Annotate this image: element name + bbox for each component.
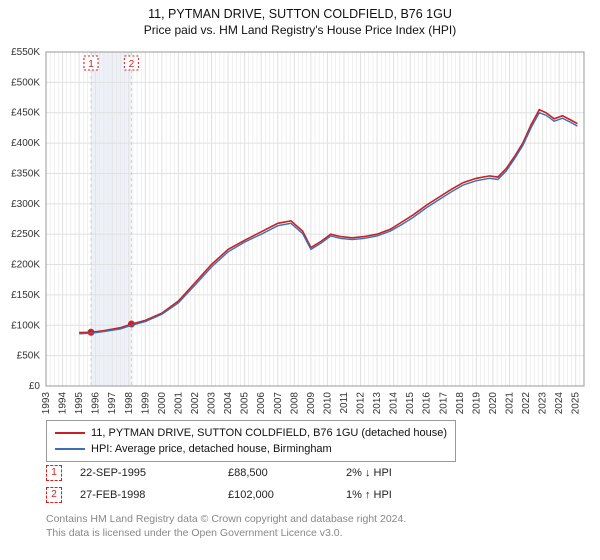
svg-text:£300K: £300K (11, 199, 40, 210)
footer-line-2: This data is licensed under the Open Gov… (46, 526, 406, 540)
svg-text:2002: 2002 (190, 392, 201, 415)
svg-text:1993: 1993 (41, 392, 52, 415)
transaction-date: 27-FEB-1998 (80, 489, 210, 501)
svg-text:2009: 2009 (306, 392, 317, 415)
svg-text:1997: 1997 (107, 392, 118, 415)
svg-text:£50K: £50K (17, 351, 41, 362)
svg-text:2024: 2024 (554, 392, 565, 415)
svg-text:2008: 2008 (289, 392, 300, 415)
svg-text:2013: 2013 (372, 392, 383, 415)
transaction-row: 1 22-SEP-1995 £88,500 2% ↓ HPI (46, 462, 392, 484)
svg-text:2003: 2003 (207, 392, 218, 415)
svg-text:2012: 2012 (356, 392, 367, 415)
svg-text:2015: 2015 (405, 392, 416, 415)
page-root: 11, PYTMAN DRIVE, SUTTON COLDFIELD, B76 … (0, 0, 600, 560)
svg-text:£200K: £200K (11, 260, 40, 271)
transactions-table: 1 22-SEP-1995 £88,500 2% ↓ HPI 2 27-FEB-1998 £… (46, 462, 392, 506)
legend-label: 11, PYTMAN DRIVE, SUTTON COLDFIELD, B76 … (91, 427, 447, 439)
svg-text:2021: 2021 (505, 392, 516, 415)
svg-text:2006: 2006 (256, 392, 267, 415)
svg-text:2018: 2018 (455, 392, 466, 415)
transaction-marker: 2 (46, 487, 62, 503)
transaction-marker: 1 (46, 465, 62, 481)
footer-line-1: Contains HM Land Registry data © Crown c… (46, 512, 406, 526)
svg-text:£250K: £250K (11, 229, 40, 240)
transaction-date: 22-SEP-1995 (80, 467, 210, 479)
chart-area: 12£0£50K£100K£150K£200K£250K£300K£350K£4… (46, 48, 586, 408)
chart-subtitle: Price paid vs. HM Land Registry's House … (0, 23, 600, 37)
svg-text:2: 2 (129, 59, 135, 70)
svg-text:1996: 1996 (91, 392, 102, 415)
svg-text:1995: 1995 (74, 392, 85, 415)
svg-text:2010: 2010 (322, 392, 333, 415)
svg-text:£500K: £500K (11, 77, 40, 88)
svg-text:£0: £0 (29, 381, 41, 392)
legend-item: HPI: Average price, detached house, Birm… (55, 441, 447, 457)
svg-text:2023: 2023 (538, 392, 549, 415)
svg-text:2005: 2005 (240, 392, 251, 415)
svg-text:1999: 1999 (140, 392, 151, 415)
transaction-price: £102,000 (228, 489, 328, 501)
svg-text:1: 1 (88, 59, 94, 70)
svg-text:2011: 2011 (339, 392, 350, 414)
svg-text:2014: 2014 (389, 392, 400, 415)
svg-text:2004: 2004 (223, 392, 234, 415)
svg-text:2001: 2001 (173, 392, 184, 415)
svg-text:2025: 2025 (571, 392, 582, 415)
title-block: 11, PYTMAN DRIVE, SUTTON COLDFIELD, B76 … (0, 0, 600, 37)
svg-text:£350K: £350K (11, 168, 40, 179)
footer: Contains HM Land Registry data © Crown c… (46, 512, 406, 540)
chart-title: 11, PYTMAN DRIVE, SUTTON COLDFIELD, B76 … (0, 6, 600, 23)
svg-text:£100K: £100K (11, 320, 40, 331)
svg-text:£150K: £150K (11, 290, 40, 301)
svg-text:2016: 2016 (422, 392, 433, 415)
legend-label: HPI: Average price, detached house, Birm… (91, 443, 332, 455)
svg-text:2000: 2000 (157, 392, 168, 415)
svg-text:1998: 1998 (124, 392, 135, 415)
legend-swatch (55, 448, 85, 450)
svg-text:2017: 2017 (438, 392, 449, 415)
legend-item: 11, PYTMAN DRIVE, SUTTON COLDFIELD, B76 … (55, 425, 447, 441)
legend: 11, PYTMAN DRIVE, SUTTON COLDFIELD, B76 … (46, 420, 456, 462)
svg-text:1994: 1994 (58, 392, 69, 415)
transaction-pct-vs-hpi: 2% ↓ HPI (346, 467, 392, 479)
svg-text:2007: 2007 (273, 392, 284, 415)
svg-text:£450K: £450K (11, 108, 40, 119)
transaction-pct-vs-hpi: 1% ↑ HPI (346, 489, 392, 501)
chart-svg: 12£0£50K£100K£150K£200K£250K£300K£350K£4… (46, 48, 586, 408)
svg-text:2019: 2019 (471, 392, 482, 415)
transaction-row: 2 27-FEB-1998 £102,000 1% ↑ HPI (46, 484, 392, 506)
legend-swatch (55, 432, 85, 434)
svg-text:£550K: £550K (11, 47, 40, 58)
transaction-price: £88,500 (228, 467, 328, 479)
svg-text:2022: 2022 (521, 392, 532, 415)
svg-text:£400K: £400K (11, 138, 40, 149)
svg-text:2020: 2020 (488, 392, 499, 415)
